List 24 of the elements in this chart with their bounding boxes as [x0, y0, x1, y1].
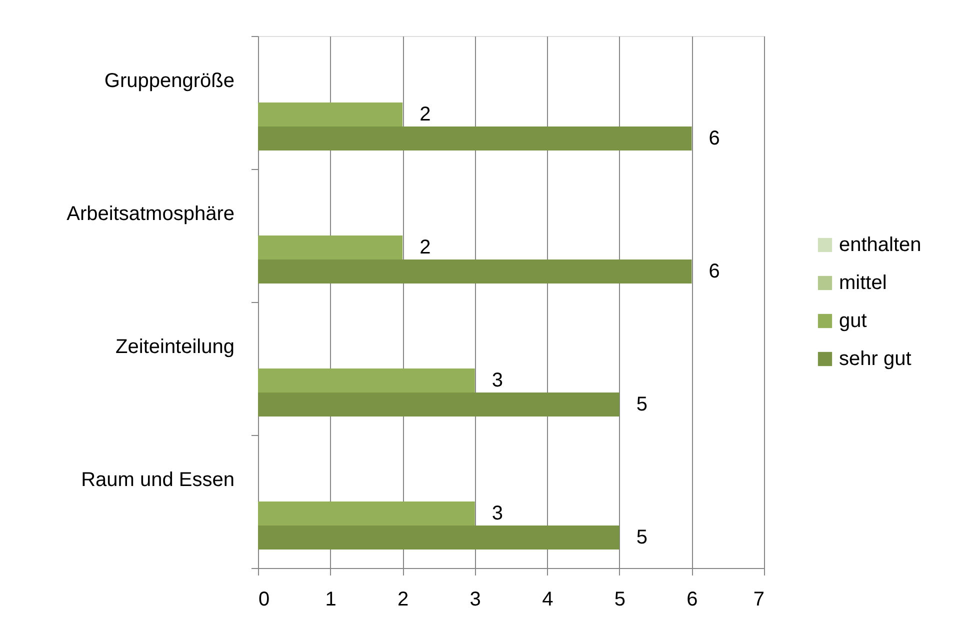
x-tick-label: 2 [398, 588, 409, 610]
x-tick-label: 7 [753, 588, 764, 610]
x-tick-label: 6 [686, 588, 698, 610]
data-label: 5 [636, 394, 648, 416]
legend-label: enthalten [839, 234, 922, 256]
y-tick-label: Raum und Essen [81, 469, 234, 491]
y-tick-label: Gruppengröße [104, 70, 234, 92]
data-label: 2 [420, 104, 431, 126]
data-label: 2 [420, 236, 431, 259]
x-tick-label: 3 [470, 588, 481, 610]
y-tick-label: Zeiteinteilung [116, 336, 234, 358]
y-tick-label: Arbeitsatmosphäre [66, 203, 234, 225]
x-tick-label: 0 [258, 588, 270, 610]
data-label: 3 [492, 502, 503, 525]
data-label: 5 [636, 526, 648, 549]
data-label: 6 [708, 260, 720, 283]
x-tick-label: 5 [614, 588, 626, 610]
legend-label: sehr gut [839, 348, 912, 370]
data-label: 3 [492, 370, 503, 392]
legend-label: mittel [839, 272, 887, 294]
x-tick-label: 4 [542, 588, 554, 610]
x-tick-label: 1 [325, 588, 336, 610]
data-label: 6 [708, 128, 720, 150]
legend-label: gut [839, 310, 868, 332]
